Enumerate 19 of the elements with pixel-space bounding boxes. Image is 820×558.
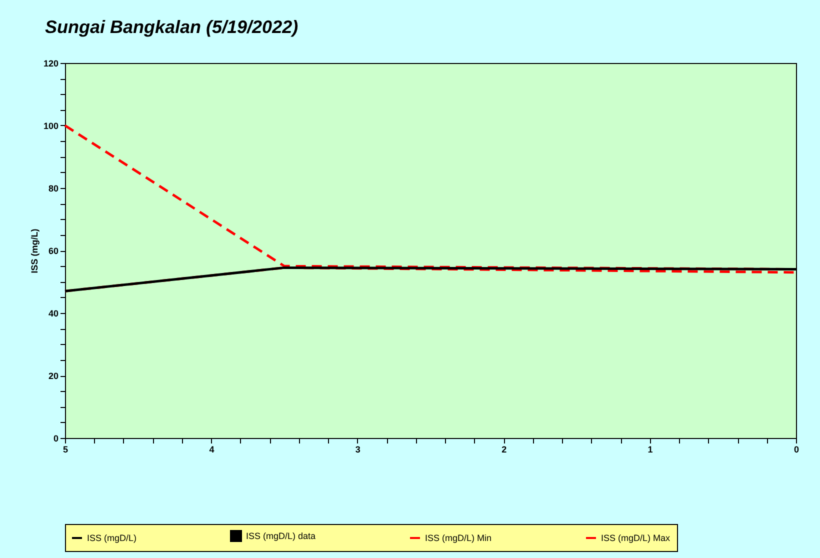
chart-title: Sungai Bangkalan (5/19/2022) xyxy=(44,17,298,37)
y-tick-label: 40 xyxy=(48,308,58,318)
y-axis-title: ISS (mg/L) xyxy=(29,228,40,274)
legend-label: ISS (mgD/L) Max xyxy=(601,533,671,543)
x-tick-label: 2 xyxy=(502,444,507,454)
x-tick-label: 5 xyxy=(62,444,68,454)
x-tick-label: 1 xyxy=(648,444,653,454)
y-tick-label: 120 xyxy=(43,58,58,68)
legend-label: ISS (mgD/L) xyxy=(87,533,137,543)
y-tick-label: 80 xyxy=(48,184,58,194)
x-tick-label: 4 xyxy=(209,444,214,454)
x-tick-label: 3 xyxy=(355,444,360,454)
y-tick-label: 0 xyxy=(53,434,58,444)
legend-label: ISS (mgD/L) data xyxy=(246,531,316,541)
legend-label: ISS (mgD/L) Min xyxy=(425,533,492,543)
y-tick-label: 100 xyxy=(43,121,58,131)
y-tick-label: 20 xyxy=(48,371,58,381)
y-tick-label: 60 xyxy=(48,246,58,256)
x-tick-label: 0 xyxy=(794,444,800,454)
